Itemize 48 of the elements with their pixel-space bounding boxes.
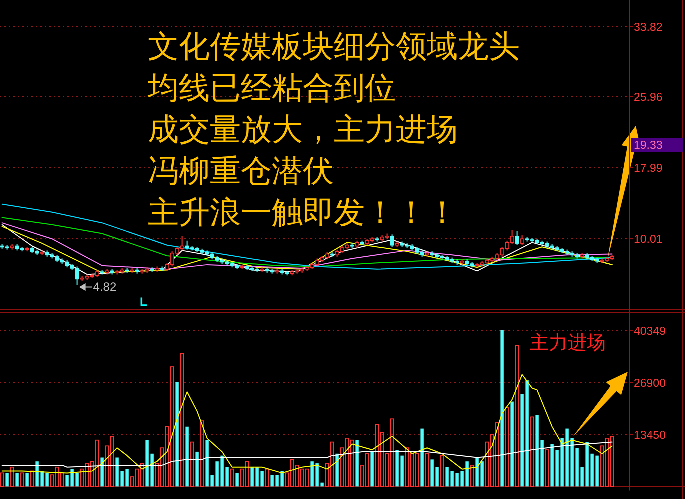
bar [20,472,24,488]
annotation: 文化传媒板块细分领域龙头 [148,29,520,65]
bar [500,330,504,487]
y-tick-label: 26900 [634,378,666,390]
bar [10,466,14,488]
bar [236,473,239,487]
bar [176,382,179,487]
bar [545,450,550,488]
bar [470,465,474,488]
bar [196,452,199,487]
y-tick-label: 33.82 [634,22,663,34]
bar [265,468,270,488]
bar [515,345,520,488]
bar [180,353,184,488]
bar [190,442,194,488]
bar [505,407,510,488]
bar [420,428,424,487]
bar [30,470,34,488]
bar [0,472,4,488]
y-tick-label: 10.01 [634,234,663,246]
bar [370,452,374,487]
y-tick-label: 25.96 [634,92,663,104]
annotation: 成交量放大，主力进场 [148,112,458,148]
bar [26,473,29,487]
bar [530,416,534,488]
bar [336,454,339,487]
annotation: 主升浪一触即发！！！ [148,195,458,231]
line-series [2,374,613,474]
bar [356,440,359,487]
text: 19.33 [634,140,663,152]
annotation: 主力进场 [530,332,606,354]
bar [230,468,234,488]
bar [6,473,9,487]
line-series [2,442,613,468]
y-tick-label: 17.99 [634,162,663,175]
bar [16,473,19,487]
y-tick-label: 40349 [634,326,666,338]
bar [186,426,189,487]
annotation: 冯柳重仓潜伏 [148,154,334,190]
bar [100,458,104,487]
bar [425,453,430,488]
annotation: 4.82 [93,280,117,294]
y-tick-label: 13450 [634,430,666,442]
annotation: 均线已经粘合到位 [147,70,396,106]
annotation: L [140,295,148,309]
bar [200,420,204,488]
bar [440,455,444,488]
bar [510,402,514,487]
